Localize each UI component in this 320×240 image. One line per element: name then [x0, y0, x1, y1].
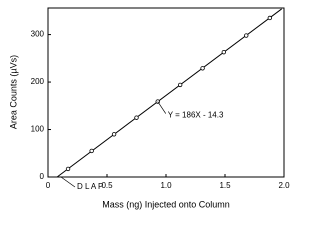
chart: Mass (ng) Injected onto Column Area Coun… [8, 7, 290, 209]
x-tick-label: 0.5 [101, 181, 113, 190]
data-point [267, 15, 273, 21]
data-point [177, 82, 183, 88]
y-tick-label: 100 [31, 125, 45, 134]
y-tick-label: 300 [31, 30, 45, 39]
annotation: D L A P [77, 182, 103, 191]
data-point [244, 33, 249, 38]
x-axis-label: Mass (ng) Injected onto Column [102, 199, 230, 209]
y-tick-label: 200 [31, 77, 45, 86]
data-point [200, 66, 205, 71]
fit-line [57, 8, 282, 178]
data-point [65, 166, 71, 172]
data-point [111, 132, 117, 137]
annotation-leader [157, 101, 167, 114]
y-axis-label: Area Counts (µVs) [8, 55, 18, 129]
x-tick-label: 1.5 [219, 181, 231, 190]
x-tick-label: 1.0 [160, 181, 172, 190]
data-point [134, 115, 139, 120]
annotation-leader [60, 176, 76, 188]
x-tick-label: 0 [46, 181, 51, 190]
x-tick-label: 2.0 [278, 181, 290, 190]
annotation: Y = 186X - 14.3 [168, 111, 224, 120]
data-point [221, 49, 227, 55]
y-tick-label: 0 [40, 172, 45, 181]
data-point [89, 148, 94, 154]
